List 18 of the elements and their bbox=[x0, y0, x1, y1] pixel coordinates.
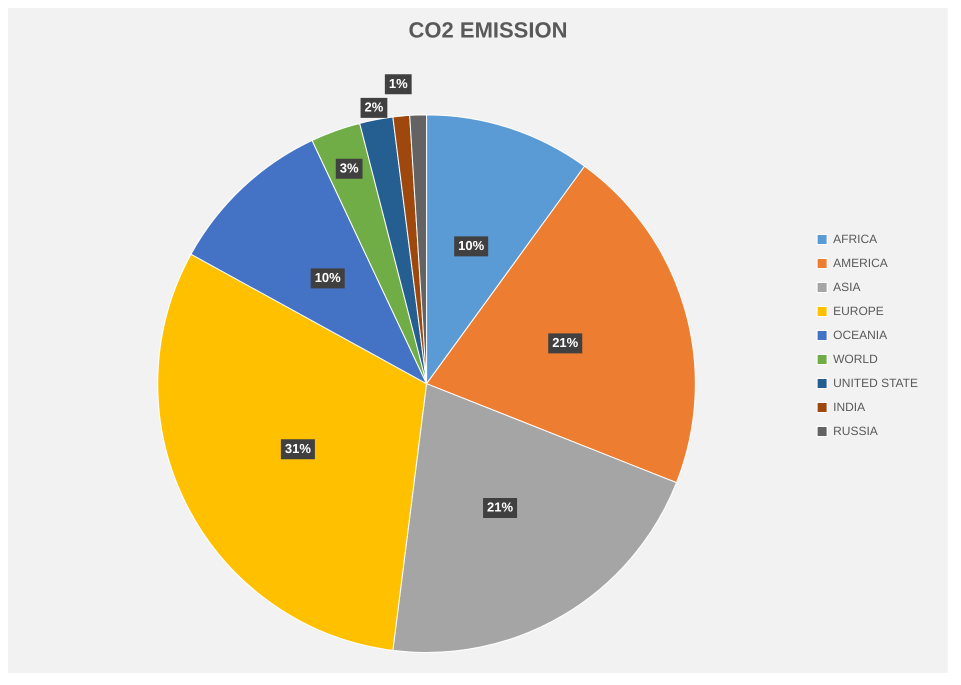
data-label: 21% bbox=[552, 334, 579, 350]
legend-label: AFRICA bbox=[833, 232, 878, 246]
legend-label: ASIA bbox=[833, 280, 860, 294]
data-label: 10% bbox=[314, 270, 342, 286]
legend-label: WORLD bbox=[833, 352, 878, 366]
data-label: 3% bbox=[340, 160, 359, 176]
legend-label: AMERICA bbox=[833, 256, 888, 270]
chart-title: CO2 EMISSION bbox=[408, 17, 568, 42]
legend-label: UNITED STATE bbox=[833, 376, 918, 390]
data-label: 31% bbox=[284, 440, 312, 456]
data-label: 1% bbox=[388, 76, 408, 91]
legend-label: OCEANIA bbox=[833, 328, 888, 342]
legend-label: RUSSIA bbox=[833, 424, 878, 438]
data-label: 2% bbox=[364, 99, 384, 114]
legend-label: INDIA bbox=[833, 400, 866, 414]
data-label: 21% bbox=[487, 500, 514, 515]
data-label: 10% bbox=[458, 238, 485, 253]
legend-label: EUROPE bbox=[833, 304, 884, 318]
